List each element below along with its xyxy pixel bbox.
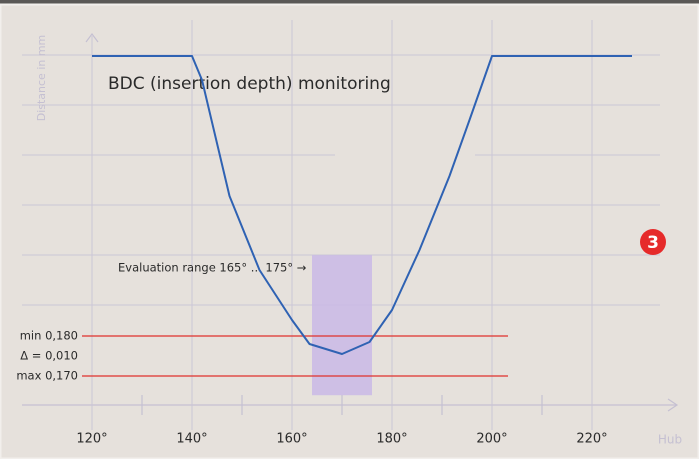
x-tick-label: 120° — [76, 432, 107, 447]
x-tick-label: 220° — [576, 432, 607, 447]
badge — [640, 229, 666, 255]
y-axis-label: Distance in mm — [35, 35, 48, 122]
evaluation-range — [312, 255, 372, 396]
badge-label: 3 — [647, 233, 659, 253]
x-axis-arrow — [667, 398, 679, 412]
x-tick-label: 140° — [176, 432, 207, 447]
x-tick-label: 200° — [476, 432, 507, 447]
data-line — [92, 55, 632, 355]
y-axis-arrow — [85, 33, 99, 43]
x-tick-label: 180° — [376, 432, 407, 447]
limit-label: min 0,180 — [20, 329, 78, 343]
x-axis-label: Hub — [658, 433, 682, 447]
evaluation-range-label: Evaluation range 165° ... 175° → — [118, 261, 307, 275]
limit-label: max 0,170 — [16, 369, 78, 383]
top-strip — [0, 0, 699, 4]
x-tick-label: 160° — [276, 432, 307, 447]
delta-label: Δ = 0,010 — [20, 349, 78, 363]
chart-title: BDC (insertion depth) monitoring — [108, 74, 391, 94]
